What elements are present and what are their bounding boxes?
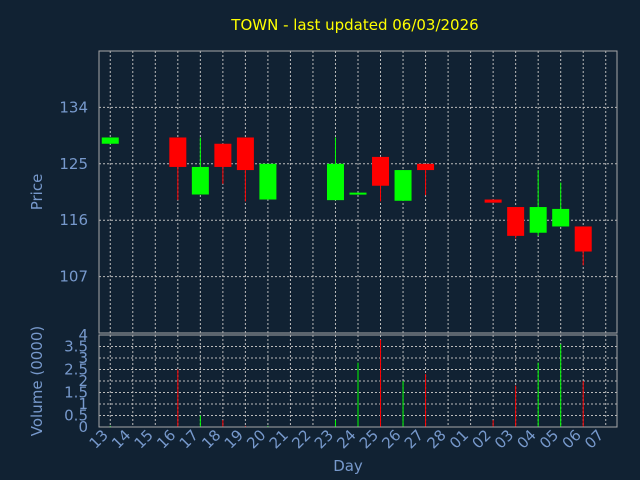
volume-tick-label: 0 bbox=[78, 418, 88, 436]
candle-body bbox=[191, 166, 209, 195]
candle-body bbox=[169, 137, 187, 167]
volume-tick-label: 1.5 bbox=[64, 384, 88, 402]
candle-body bbox=[552, 208, 570, 227]
candle-body bbox=[529, 207, 547, 233]
price-tick-label: 134 bbox=[59, 98, 88, 116]
candle-body bbox=[236, 137, 254, 171]
price-tick-label: 107 bbox=[59, 268, 88, 286]
volume-panel: 00.511.522.533.54 bbox=[64, 326, 618, 436]
volume-tick-label: 0.5 bbox=[64, 407, 88, 425]
candle-body bbox=[101, 137, 119, 144]
candle-body bbox=[349, 192, 367, 195]
volume-tick-label: 2.5 bbox=[64, 361, 88, 379]
y-axis-label-price: Price bbox=[28, 174, 46, 211]
candle-body bbox=[259, 163, 277, 200]
candle-body bbox=[484, 199, 502, 203]
candle-body bbox=[507, 207, 525, 236]
price-tick-label: 125 bbox=[59, 155, 88, 173]
volume-tick-label: 4 bbox=[78, 326, 88, 344]
candle-body bbox=[214, 143, 232, 167]
volume-tick-label: 1 bbox=[78, 395, 88, 413]
candle-body bbox=[326, 163, 344, 201]
x-axis: 1314151617181920212223242526272801020304… bbox=[86, 426, 608, 452]
volume-tick-label: 3.5 bbox=[64, 338, 88, 356]
x-tick-label: 07 bbox=[581, 426, 607, 452]
volume-frame bbox=[98, 334, 618, 428]
volume-tick-label: 2 bbox=[78, 372, 88, 390]
price-tick-label: 116 bbox=[59, 211, 88, 229]
volume-tick-label: 3 bbox=[78, 349, 88, 367]
candle-body bbox=[574, 226, 592, 252]
price-frame bbox=[98, 50, 618, 334]
y-axis-label-volume: Volume (0000) bbox=[28, 326, 46, 436]
candle-body bbox=[394, 170, 412, 201]
x-axis-label: Day bbox=[333, 457, 363, 475]
chart-title: TOWN - last updated 06/03/2026 bbox=[230, 16, 478, 34]
price-panel: 107 116 125 134 bbox=[59, 50, 618, 334]
candle-body bbox=[372, 156, 390, 186]
candle-body bbox=[417, 163, 435, 171]
